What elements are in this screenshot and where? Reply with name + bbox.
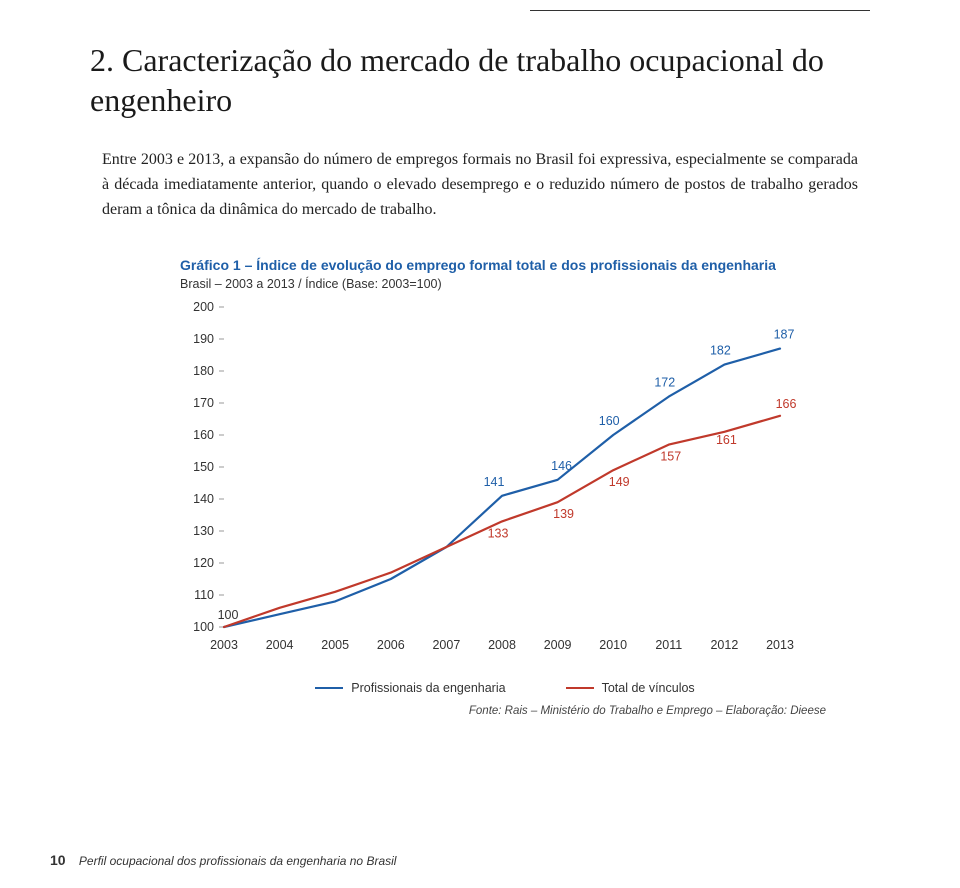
svg-text:2008: 2008 bbox=[488, 638, 516, 652]
svg-text:139: 139 bbox=[553, 507, 574, 521]
svg-text:200: 200 bbox=[193, 300, 214, 314]
svg-text:100: 100 bbox=[193, 620, 214, 634]
legend-item-2: Total de vínculos bbox=[566, 681, 695, 695]
legend-label-1: Profissionais da engenharia bbox=[351, 681, 505, 695]
chart-subtitle: Brasil – 2003 a 2013 / Índice (Base: 200… bbox=[180, 277, 830, 291]
svg-text:2005: 2005 bbox=[321, 638, 349, 652]
svg-text:150: 150 bbox=[193, 460, 214, 474]
svg-text:170: 170 bbox=[193, 396, 214, 410]
svg-text:180: 180 bbox=[193, 364, 214, 378]
svg-text:157: 157 bbox=[660, 450, 681, 464]
svg-text:2006: 2006 bbox=[377, 638, 405, 652]
svg-text:2011: 2011 bbox=[655, 638, 682, 652]
svg-text:130: 130 bbox=[193, 524, 214, 538]
svg-text:161: 161 bbox=[716, 433, 737, 447]
svg-text:160: 160 bbox=[193, 428, 214, 442]
svg-text:2012: 2012 bbox=[710, 638, 738, 652]
svg-text:2010: 2010 bbox=[599, 638, 627, 652]
chart-svg: 100 110 120 130 140 150 160 170 180 190 200 2003 200… bbox=[180, 297, 800, 657]
chart-source: Fonte: Rais – Ministério do Trabalho e E… bbox=[180, 705, 826, 717]
svg-text:172: 172 bbox=[654, 376, 675, 390]
svg-text:182: 182 bbox=[710, 344, 731, 358]
svg-text:190: 190 bbox=[193, 332, 214, 346]
page-number: 10 bbox=[50, 852, 66, 868]
svg-text:140: 140 bbox=[193, 492, 214, 506]
header-rule bbox=[530, 10, 870, 11]
legend-item-1: Profissionais da engenharia bbox=[315, 681, 505, 695]
chart-title-prefix: Gráfico 1 – bbox=[180, 257, 256, 273]
svg-text:160: 160 bbox=[599, 414, 620, 428]
legend-label-2: Total de vínculos bbox=[602, 681, 695, 695]
svg-text:120: 120 bbox=[193, 556, 214, 570]
legend-swatch-1 bbox=[315, 687, 343, 689]
svg-text:149: 149 bbox=[609, 475, 630, 489]
svg-text:2009: 2009 bbox=[544, 638, 572, 652]
svg-text:166: 166 bbox=[776, 397, 797, 411]
page-footer: 10 Perfil ocupacional dos profissionais … bbox=[50, 852, 396, 868]
svg-text:100: 100 bbox=[218, 608, 239, 622]
chart-title: Gráfico 1 – Índice de evolução do empreg… bbox=[180, 256, 830, 275]
svg-text:2013: 2013 bbox=[766, 638, 794, 652]
svg-text:141: 141 bbox=[484, 475, 505, 489]
svg-text:2004: 2004 bbox=[266, 638, 294, 652]
legend-swatch-2 bbox=[566, 687, 594, 689]
chart-1: Gráfico 1 – Índice de evolução do empreg… bbox=[180, 256, 830, 717]
heading-text: Caracterização do mercado de trabalho oc… bbox=[90, 42, 824, 118]
chart-legend: Profissionais da engenharia Total de vín… bbox=[180, 681, 830, 695]
chart-title-rest: Índice de evolução do emprego formal tot… bbox=[256, 257, 776, 273]
svg-text:133: 133 bbox=[488, 527, 509, 541]
svg-text:187: 187 bbox=[774, 328, 795, 342]
svg-text:2007: 2007 bbox=[432, 638, 460, 652]
chart-plot-area: 100 110 120 130 140 150 160 170 180 190 200 2003 200… bbox=[180, 297, 800, 677]
svg-text:2003: 2003 bbox=[210, 638, 238, 652]
intro-paragraph: Entre 2003 e 2013, a expansão do número … bbox=[102, 148, 858, 222]
footer-title: Perfil ocupacional dos profissionais da … bbox=[79, 854, 397, 868]
svg-text:146: 146 bbox=[551, 459, 572, 473]
section-heading: 2. Caracterização do mercado de trabalho… bbox=[90, 40, 870, 120]
heading-number: 2. bbox=[90, 42, 114, 78]
svg-text:110: 110 bbox=[194, 588, 214, 602]
